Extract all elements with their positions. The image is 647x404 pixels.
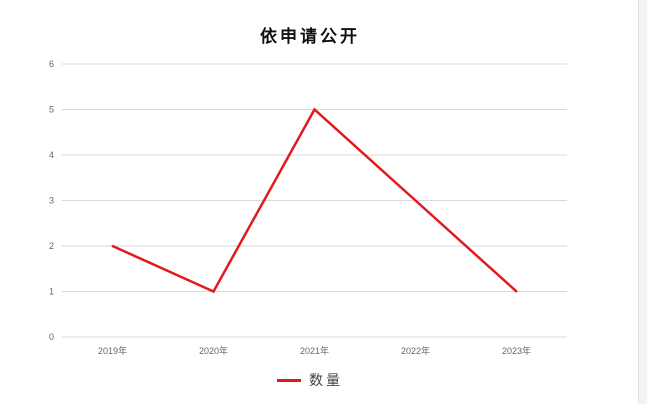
y-tick-label: 3: [49, 196, 54, 206]
legend-swatch: [277, 378, 301, 382]
scrollbar[interactable]: [638, 0, 647, 404]
y-tick-label: 1: [49, 287, 54, 297]
x-tick-label: 2023年: [502, 345, 531, 356]
x-tick-label: 2022年: [401, 345, 430, 356]
x-tick-label: 2021年: [300, 345, 329, 356]
x-tick-label: 2020年: [199, 345, 228, 356]
y-tick-label: 4: [49, 150, 54, 160]
y-tick-label: 0: [49, 332, 54, 342]
x-tick-label: 2019年: [98, 345, 127, 356]
y-tick-label: 2: [49, 241, 54, 251]
legend: 数量: [0, 370, 620, 390]
y-tick-label: 6: [49, 59, 54, 69]
data-point: [212, 290, 215, 293]
data-point: [313, 108, 316, 111]
chart-title: 依申请公开: [260, 27, 360, 47]
data-point: [515, 290, 518, 293]
data-point: [111, 245, 114, 247]
legend-label: 数量: [309, 373, 343, 389]
data-point: [414, 199, 417, 202]
y-tick-label: 5: [49, 105, 54, 115]
